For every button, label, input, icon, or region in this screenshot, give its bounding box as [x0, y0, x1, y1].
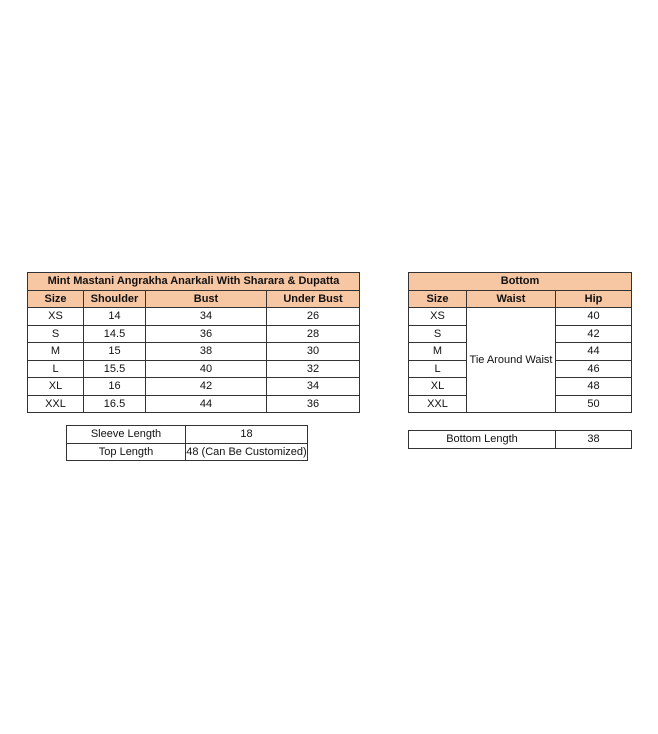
bottom-table-title: Bottom — [407, 272, 633, 291]
table-cell: 15.5 — [83, 359, 146, 378]
header-under-bust: Under Bust — [266, 289, 360, 308]
table-row: XS 14 34 26 — [27, 307, 360, 326]
table-cell: 44 — [145, 394, 267, 413]
size-cell: M — [408, 342, 467, 361]
hip-cell: 46 — [554, 359, 633, 378]
sleeve-length-label: Sleeve Length — [66, 425, 186, 444]
table-cell: 34 — [145, 307, 267, 326]
table-cell: 16 — [83, 377, 146, 396]
size-cell: XL — [408, 377, 467, 396]
top-length-label: Top Length — [66, 442, 186, 461]
table-cell: 15 — [83, 342, 146, 361]
table-cell: 36 — [145, 324, 267, 343]
table-row: XXL 16.5 44 36 — [27, 394, 360, 413]
top-size-table: Mint Mastani Angrakha Anarkali With Shar… — [27, 272, 360, 413]
table-cell: 26 — [266, 307, 360, 326]
bottom-length-value: 38 — [555, 430, 632, 449]
table-row: Top Length 48 (Can Be Customized) — [66, 442, 308, 461]
table-row: S 14.5 36 28 — [27, 324, 360, 343]
table-row: XL 16 42 34 — [27, 377, 360, 396]
hip-cell: 48 — [554, 377, 633, 396]
table-cell: 40 — [145, 359, 267, 378]
bottom-size-table: Bottom Size Waist Hip XS Tie Around Waist… — [407, 272, 633, 413]
top-extra-table: Sleeve Length 18 Top Length 48 (Can Be Cus… — [66, 425, 308, 461]
table-cell: 38 — [145, 342, 267, 361]
table-cell: 28 — [266, 324, 360, 343]
table-row: M 15 38 30 — [27, 342, 360, 361]
table-cell: S — [27, 324, 84, 343]
table-cell: 34 — [266, 377, 360, 396]
bottom-extra-table: Bottom Length 38 — [408, 430, 632, 449]
bottom-length-label: Bottom Length — [408, 430, 556, 449]
table-cell: XL — [27, 377, 84, 396]
table-row: L 15.5 40 32 — [27, 359, 360, 378]
header-bust: Bust — [145, 289, 267, 308]
waist-cell: Tie Around Waist — [466, 307, 556, 413]
table-row: Sleeve Length 18 — [66, 425, 308, 444]
header-waist: Waist — [466, 289, 556, 308]
table-row: Bottom Length 38 — [408, 430, 632, 449]
table-cell: M — [27, 342, 84, 361]
size-cell: L — [408, 359, 467, 378]
table-row: XXL 50 — [408, 394, 633, 413]
table-row: XS Tie Around Waist 40 — [408, 307, 633, 413]
top-table-title: Mint Mastani Angrakha Anarkali With Shar… — [27, 272, 360, 291]
table-cell: 30 — [266, 342, 360, 361]
table-row: S 42 — [408, 324, 633, 343]
sleeve-length-value: 18 — [185, 425, 308, 444]
table-cell: 16.5 — [83, 394, 146, 413]
hip-cell: 44 — [554, 342, 633, 361]
size-cell: XXL — [408, 394, 467, 413]
top-length-value: 48 (Can Be Customized) — [185, 442, 308, 461]
table-row: M 44 — [408, 342, 633, 361]
table-cell: 42 — [145, 377, 267, 396]
hip-cell: 42 — [554, 324, 633, 343]
table-cell: XS — [27, 307, 84, 326]
table-cell: 36 — [266, 394, 360, 413]
hip-cell: 50 — [554, 394, 633, 413]
table-cell: 32 — [266, 359, 360, 378]
hip-cell: 40 — [554, 307, 633, 326]
header-shoulder: Shoulder — [83, 289, 146, 308]
header-hip: Hip — [554, 289, 633, 308]
header-size: Size — [27, 289, 84, 308]
table-row: XL 48 — [408, 377, 633, 396]
header-size: Size — [408, 289, 467, 308]
table-cell: 14 — [83, 307, 146, 326]
table-cell: L — [27, 359, 84, 378]
table-cell: 14.5 — [83, 324, 146, 343]
table-cell: XXL — [27, 394, 84, 413]
size-cell: XS — [408, 307, 467, 326]
size-cell: S — [408, 324, 467, 343]
